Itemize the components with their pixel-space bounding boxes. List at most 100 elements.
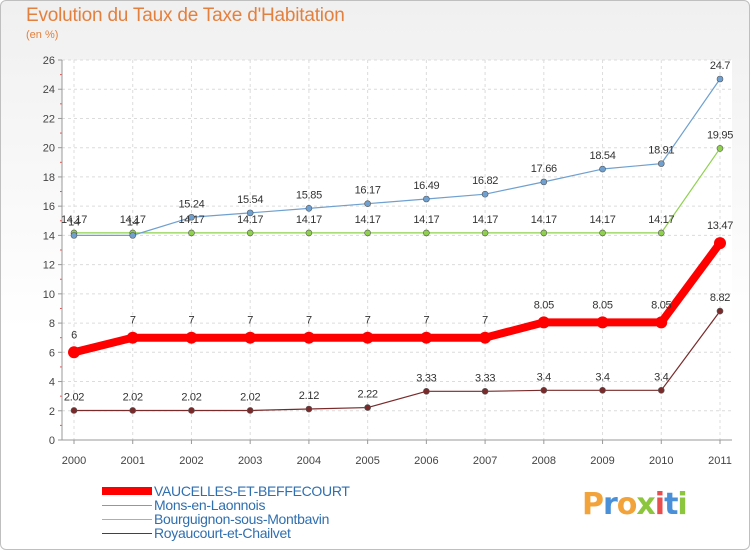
data-point: [188, 407, 195, 414]
data-label: 8.82: [710, 292, 730, 304]
data-label: 7: [130, 315, 136, 327]
data-point: [305, 229, 313, 237]
data-point: [244, 331, 257, 344]
logo-letter: t: [664, 487, 678, 522]
data-label: 2.02: [64, 391, 84, 403]
data-point: [423, 229, 430, 237]
x-tick-label: 2005: [355, 455, 379, 467]
data-label: 3.4: [537, 371, 552, 383]
data-label: 7: [482, 315, 488, 327]
data-point: [657, 160, 665, 167]
data-label: 17.66: [531, 163, 557, 175]
data-point: [716, 145, 724, 152]
data-label: 14.17: [120, 214, 146, 226]
y-tick-label: 8: [49, 318, 55, 330]
series-line: [70, 239, 724, 357]
data-label: 15.24: [178, 198, 204, 210]
data-label: 14.17: [531, 214, 557, 226]
data-point: [305, 405, 313, 413]
data-label: 15.85: [296, 189, 322, 201]
data-label: 7: [189, 315, 195, 327]
data-label: 3.4: [654, 371, 669, 383]
data-point: [540, 178, 548, 186]
data-point: [364, 200, 371, 207]
y-tick-label: 20: [43, 143, 55, 155]
proxiti-logo: Proxiti: [582, 487, 688, 522]
data-label: 14.17: [472, 214, 498, 226]
legend-label: Bourguignon-sous-Montbavin: [154, 511, 330, 527]
data-point: [599, 229, 606, 237]
series-line: [73, 310, 721, 412]
data-label: 2.02: [181, 391, 201, 403]
data-label: 2.02: [123, 391, 143, 403]
data-label: 14.17: [178, 214, 204, 226]
x-tick-label: 2001: [120, 455, 144, 467]
x-tick-label: 2006: [414, 455, 438, 467]
x-tick-label: 2007: [473, 455, 497, 467]
data-label: 13.47: [707, 220, 733, 232]
data-label: 8.05: [534, 299, 554, 311]
x-tick-label: 2008: [532, 455, 556, 467]
data-label: 7: [306, 315, 312, 327]
x-tick-label: 2002: [179, 455, 203, 467]
legend-label: VAUCELLES-ET-BEFFECOURT: [154, 483, 350, 499]
data-label: 16.82: [472, 175, 498, 187]
logo-letter: i: [654, 487, 665, 522]
y-tick-label: 6: [49, 347, 55, 359]
x-tick-label: 2011: [708, 455, 732, 467]
data-point: [714, 237, 726, 250]
data-label: 16.49: [413, 180, 439, 192]
data-point: [481, 190, 489, 198]
data-label: 15.54: [237, 194, 263, 206]
data-point: [481, 388, 489, 395]
legend-label: Mons-en-Laonnois: [154, 497, 266, 513]
y-tick-label: 22: [43, 113, 55, 125]
plot-area: [62, 60, 732, 440]
data-label: 3.33: [475, 372, 495, 384]
data-label: 2.12: [299, 390, 319, 402]
data-label: 14: [127, 216, 139, 228]
data-point: [185, 331, 198, 344]
x-tick-label: 2003: [238, 455, 262, 467]
x-tick-label: 2004: [297, 455, 321, 467]
x-tick-label: 2010: [649, 455, 673, 467]
y-tick-label: 4: [49, 377, 55, 389]
data-point: [364, 229, 371, 237]
data-label: 14.17: [296, 214, 322, 226]
data-label: 8.05: [592, 299, 612, 311]
data-point: [420, 331, 433, 344]
data-point: [70, 232, 78, 239]
series-line: [73, 147, 721, 234]
y-tick-label: 26: [43, 55, 55, 67]
logo-letter: i: [677, 487, 687, 522]
data-label: 14: [68, 216, 80, 228]
data-label: 3.33: [416, 372, 436, 384]
legend-swatch: [102, 519, 152, 520]
y-tick-label: 24: [43, 84, 55, 96]
data-point: [305, 205, 313, 212]
data-label: 16.17: [355, 185, 381, 197]
y-tick-label: 2: [49, 406, 55, 418]
data-label: 18.91: [648, 145, 674, 157]
legend-swatch: [102, 533, 152, 534]
chart-title: Evolution du Taux de Taxe d'Habitation: [26, 5, 345, 26]
data-label: 2.22: [358, 389, 378, 401]
data-point: [361, 331, 374, 344]
legend-swatch: [102, 487, 152, 495]
data-point: [537, 316, 550, 329]
data-label: 14.17: [590, 214, 616, 226]
data-point: [479, 331, 492, 344]
data-point: [70, 407, 78, 414]
data-label: 14.17: [413, 214, 439, 226]
data-label: 7: [247, 315, 253, 327]
data-point: [188, 213, 195, 221]
data-point: [188, 229, 195, 237]
data-point: [481, 229, 489, 237]
data-label: 19.95: [707, 129, 733, 141]
data-point: [302, 331, 315, 344]
data-point: [246, 407, 254, 414]
data-point: [657, 387, 665, 394]
data-point: [540, 229, 548, 237]
data-point: [423, 388, 430, 395]
y-tick-label: 18: [43, 172, 55, 184]
